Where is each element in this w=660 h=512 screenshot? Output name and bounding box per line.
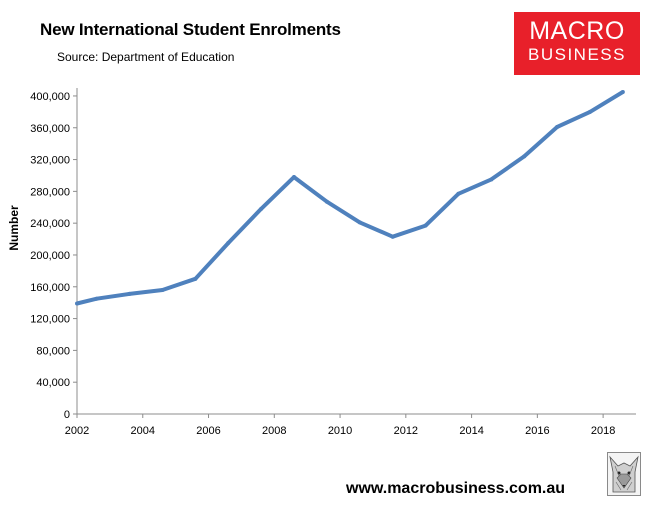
data-point xyxy=(423,223,428,228)
data-point xyxy=(259,206,264,211)
data-point xyxy=(94,296,99,301)
data-point xyxy=(75,301,79,306)
data-point xyxy=(193,276,198,281)
website-url: www.macrobusiness.com.au xyxy=(346,480,566,497)
data-point xyxy=(357,220,362,225)
x-tick-label: 2014 xyxy=(459,425,483,437)
y-tick-label: 240,000 xyxy=(30,218,70,230)
y-tick-label: 200,000 xyxy=(30,250,70,262)
data-point xyxy=(555,124,560,129)
data-point xyxy=(160,287,165,292)
x-tick-label: 2002 xyxy=(65,425,89,437)
data-point xyxy=(587,109,592,114)
x-tick-label: 2004 xyxy=(131,425,155,437)
chart-title: New International Student Enrolments xyxy=(40,20,341,39)
data-point xyxy=(390,234,395,239)
y-tick-label: 160,000 xyxy=(30,282,70,294)
y-tick-label: 360,000 xyxy=(30,123,70,135)
x-tick-label: 2018 xyxy=(591,425,615,437)
y-tick-label: 0 xyxy=(64,409,70,421)
chart-source: Source: Department of Education xyxy=(57,50,235,64)
x-tick-label: 2012 xyxy=(394,425,418,437)
data-point xyxy=(324,199,329,204)
series-points xyxy=(75,89,625,306)
y-axis-ticks: 0 40,000 80,000 120,000 160,000 200,000 240,00… xyxy=(30,91,77,421)
y-tick-label: 280,000 xyxy=(30,186,70,198)
y-tick-label: 320,000 xyxy=(30,155,70,167)
data-point xyxy=(292,175,297,180)
data-point xyxy=(620,89,625,94)
wolf-mascot-icon xyxy=(607,452,641,496)
x-tick-label: 2010 xyxy=(328,425,352,437)
data-point xyxy=(522,154,527,159)
y-tick-label: 120,000 xyxy=(30,314,70,326)
y-tick-label: 400,000 xyxy=(30,91,70,103)
logo-line-business: BUSINESS xyxy=(528,45,626,64)
x-tick-label: 2016 xyxy=(525,425,549,437)
y-tick-label: 40,000 xyxy=(36,377,70,389)
data-point xyxy=(489,177,494,182)
logo-line-macro: MACRO xyxy=(529,17,625,45)
data-point xyxy=(127,291,132,296)
series-line xyxy=(76,90,624,306)
x-tick-label: 2008 xyxy=(262,425,286,437)
x-tick-label: 2006 xyxy=(196,425,220,437)
macrobusiness-logo: MACRO BUSINESS xyxy=(514,12,640,75)
y-axis-label: Number xyxy=(7,205,21,251)
y-tick-label: 80,000 xyxy=(36,345,70,357)
data-point xyxy=(456,191,461,196)
data-point xyxy=(226,241,231,246)
x-axis-ticks: 2002 2004 2006 2008 2010 2012 2014 2016 2018 xyxy=(65,414,615,437)
